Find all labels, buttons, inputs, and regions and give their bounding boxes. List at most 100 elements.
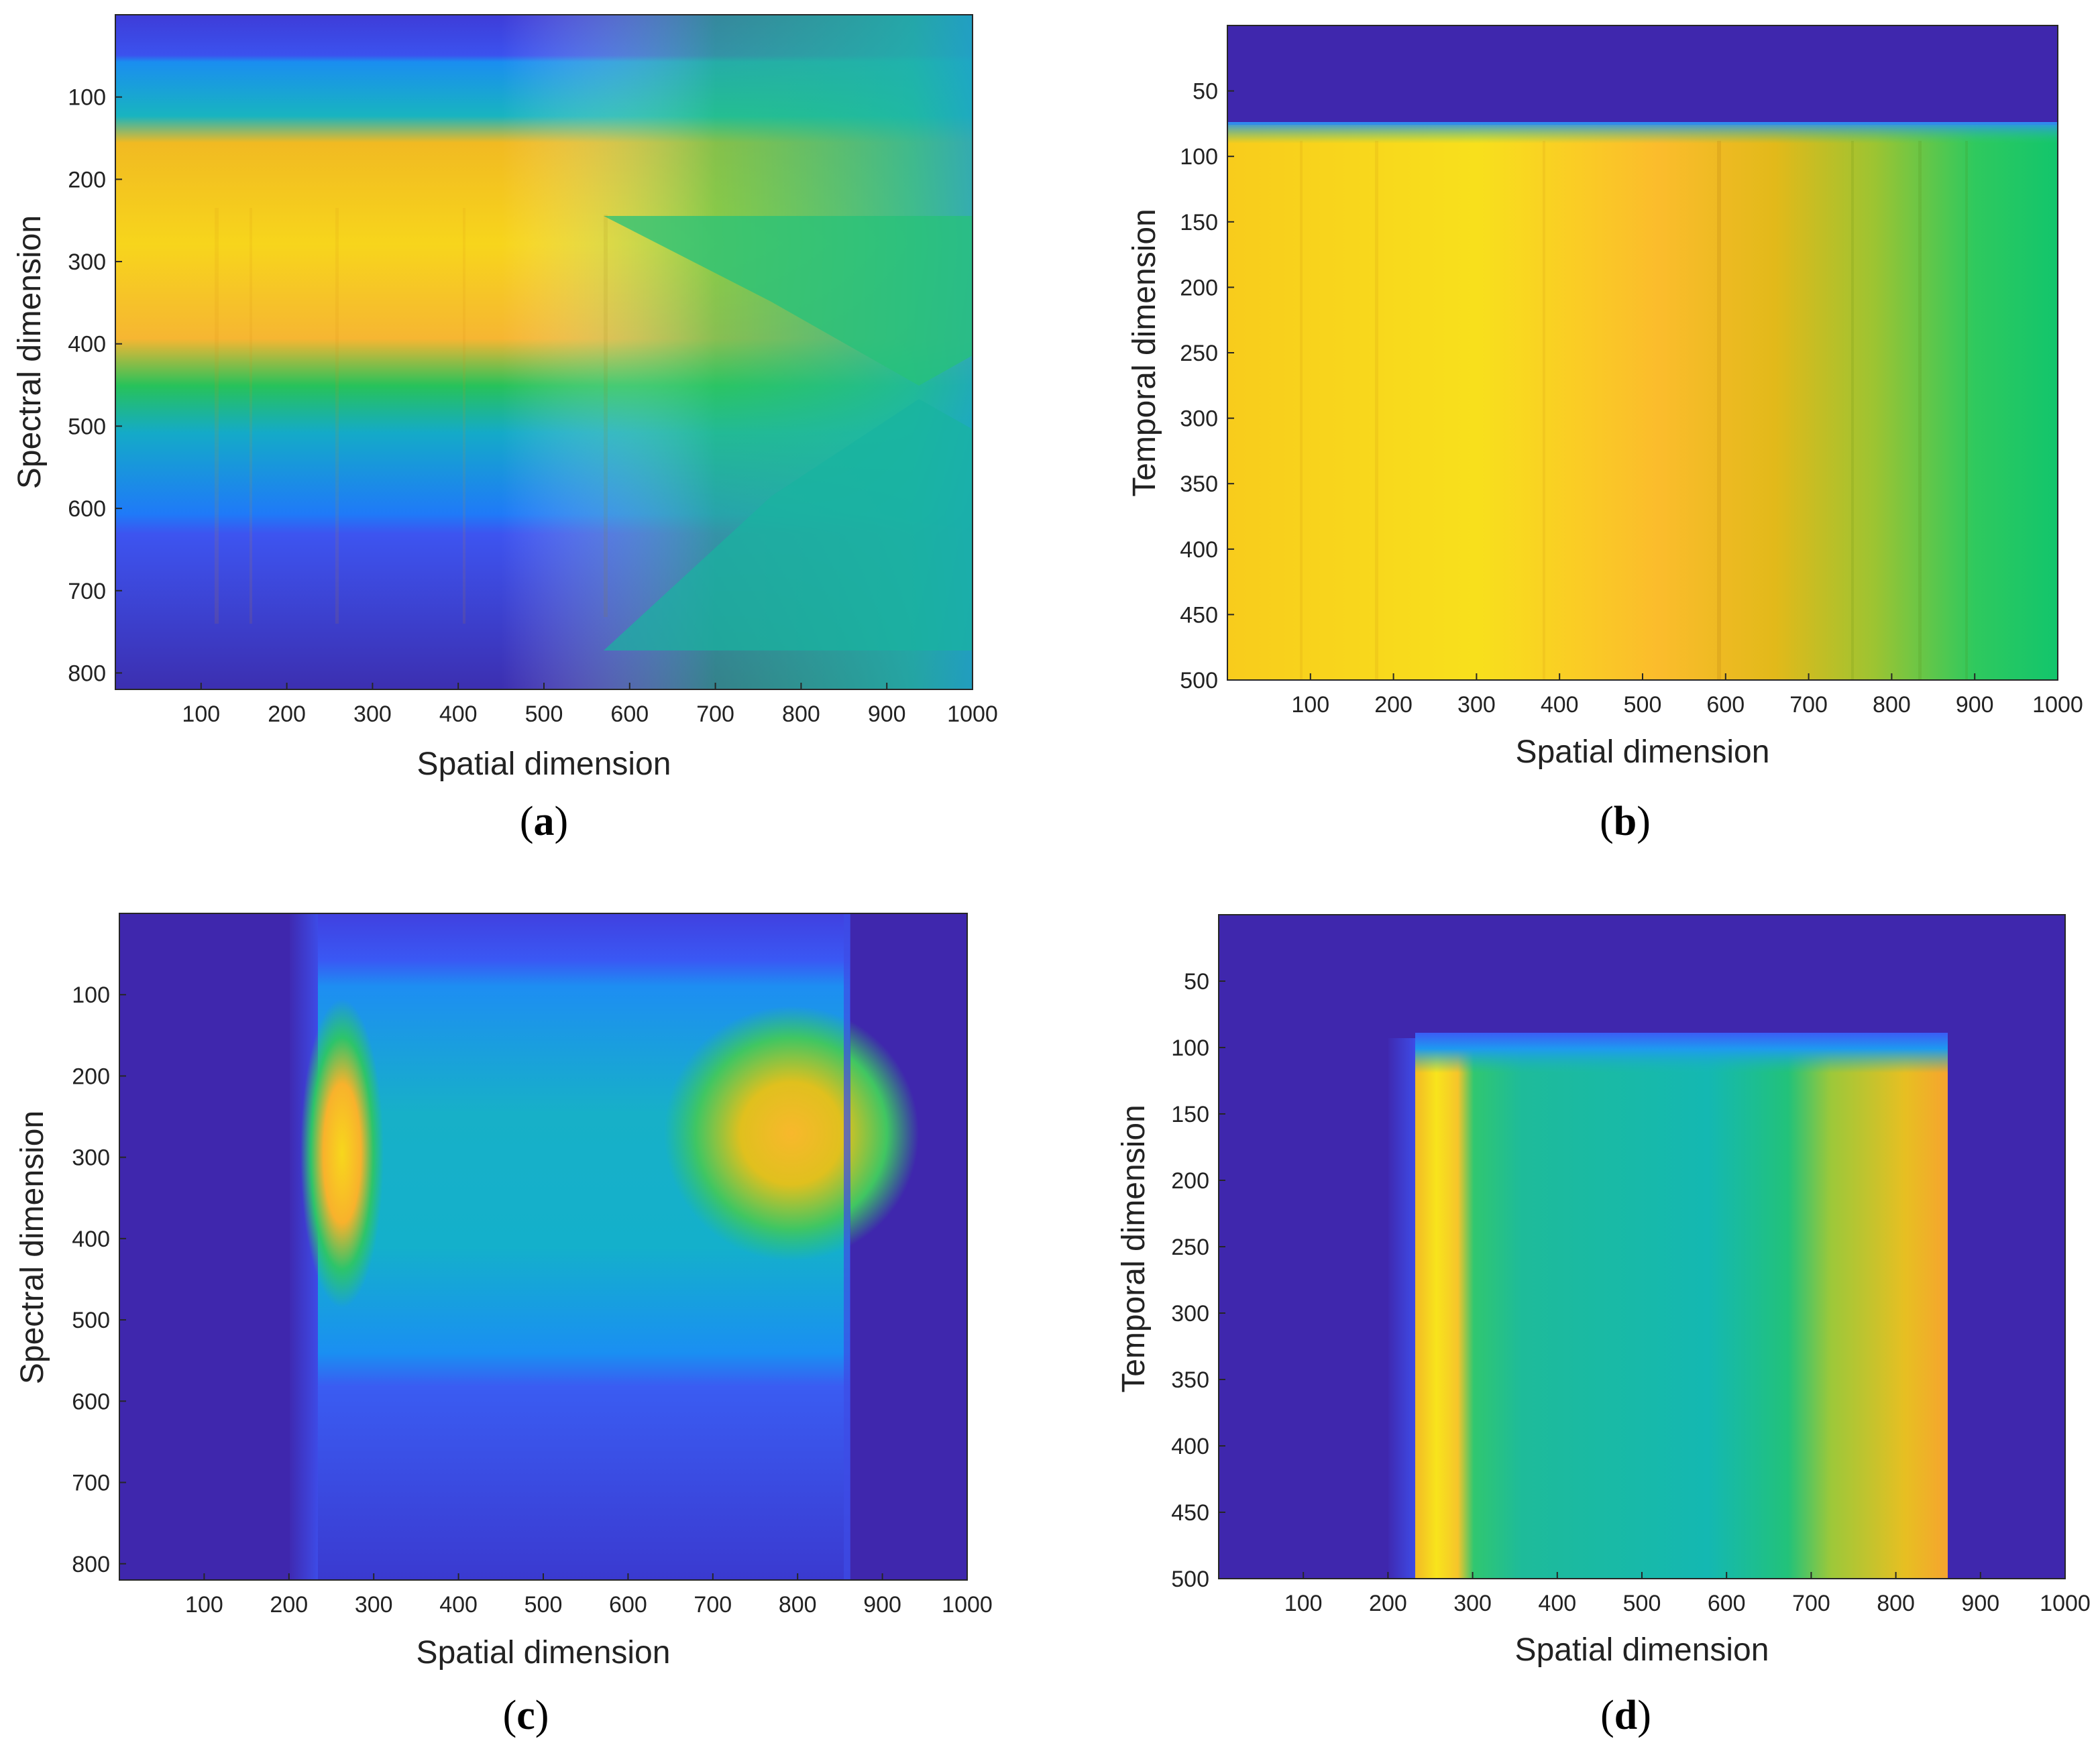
y-tick-label: 400	[68, 332, 106, 357]
caption-a: (a)	[520, 799, 568, 844]
x-tick-label: 100	[185, 1592, 223, 1618]
y-tick-label: 150	[1180, 210, 1218, 235]
y-tick-label: 400	[72, 1227, 110, 1252]
xlabel-a: Spatial dimension	[417, 746, 671, 782]
x-tick-label: 900	[868, 701, 906, 727]
ylabel-d: Temporal dimension	[1116, 1105, 1152, 1393]
y-tick-label: 200	[1180, 275, 1218, 300]
heatmap-b	[1227, 25, 2058, 680]
y-tick-label: 250	[1171, 1235, 1209, 1260]
y-tick-label: 500	[68, 414, 106, 439]
y-tick-label: 500	[72, 1308, 110, 1333]
y-tick-label: 500	[1171, 1567, 1209, 1592]
x-tick-label: 500	[1623, 1591, 1661, 1616]
y-tick-label: 450	[1171, 1500, 1209, 1526]
y-tick-label: 50	[1184, 969, 1209, 995]
x-tick-label: 100	[182, 701, 220, 727]
x-tick-label: 400	[1538, 1591, 1576, 1616]
x-tick-label: 1000	[947, 701, 998, 727]
panel-a: 100 200 300 400 500 600 700 800 900 1000 100 200 30…	[12, 14, 998, 844]
x-tick-label: 600	[1708, 1591, 1746, 1616]
caption-b: (b)	[1600, 799, 1651, 844]
caption-c: (c)	[503, 1693, 549, 1738]
x-tick-label: 800	[1873, 692, 1911, 718]
panel-b: 100 200 300 400 500 600 700 800 900 1000 50 100 150…	[1127, 25, 2083, 844]
heatmap-c	[119, 913, 967, 1580]
heatmap-a	[115, 15, 973, 689]
x-tick-label: 200	[270, 1592, 308, 1618]
x-tick-label: 600	[1706, 692, 1745, 718]
x-tick-label: 1000	[2040, 1591, 2091, 1616]
y-tick-label: 250	[1180, 341, 1218, 366]
x-tick-label: 300	[353, 701, 392, 727]
y-tick-label: 700	[68, 579, 106, 604]
xlabel-d: Spatial dimension	[1515, 1632, 1769, 1668]
y-axis-c: 100 200 300 400 500 600 700 800	[72, 982, 126, 1577]
xlabel-b: Spatial dimension	[1516, 734, 1770, 770]
y-tick-label: 200	[1171, 1168, 1209, 1194]
y-tick-label: 500	[1180, 668, 1218, 693]
heatmap-d	[1219, 915, 2065, 1579]
x-axis-a: 100 200 300 400 500 600 700 800 900 1000	[182, 683, 998, 727]
y-tick-label: 100	[68, 85, 106, 111]
y-tick-label: 400	[1171, 1434, 1209, 1459]
y-tick-label: 350	[1180, 471, 1218, 497]
x-tick-label: 200	[1374, 692, 1413, 718]
x-tick-label: 500	[525, 701, 563, 727]
x-tick-label: 400	[439, 1592, 478, 1618]
x-tick-label: 700	[1789, 692, 1828, 718]
y-tick-label: 800	[72, 1552, 110, 1577]
x-tick-label: 800	[1877, 1591, 1915, 1616]
xlabel-c: Spatial dimension	[417, 1635, 671, 1671]
y-tick-label: 600	[68, 496, 106, 522]
panel-d: 100 200 300 400 500 600 700 800 900 1000 50 100 150…	[1116, 914, 2091, 1738]
x-tick-label: 700	[694, 1592, 732, 1618]
x-axis-b: 100 200 300 400 500 600 700 800 900 1000	[1291, 673, 2083, 718]
y-tick-label: 400	[1180, 537, 1218, 563]
y-tick-label: 100	[72, 982, 110, 1008]
y-tick-label: 450	[1180, 602, 1218, 628]
y-tick-label: 200	[68, 167, 106, 192]
x-tick-label: 1000	[2032, 692, 2083, 718]
x-tick-label: 700	[696, 701, 734, 727]
x-tick-label: 100	[1284, 1591, 1323, 1616]
x-tick-label: 200	[268, 701, 306, 727]
x-axis-d: 100 200 300 400 500 600 700 800 900 1000	[1284, 1572, 2091, 1616]
x-axis-c: 100 200 300 400 500 600 700 800 900 1000	[185, 1573, 993, 1618]
y-tick-label: 150	[1171, 1102, 1209, 1127]
x-tick-label: 400	[439, 701, 478, 727]
y-axis-d: 50 100 150 200 250 300 350 400 450 500	[1171, 969, 1225, 1592]
x-tick-label: 500	[524, 1592, 563, 1618]
y-tick-label: 300	[1180, 406, 1218, 432]
y-tick-label: 300	[1171, 1301, 1209, 1327]
x-tick-label: 900	[1961, 1591, 1999, 1616]
x-tick-label: 1000	[942, 1592, 993, 1618]
x-tick-label: 100	[1291, 692, 1329, 718]
y-tick-label: 300	[68, 249, 106, 275]
x-tick-label: 900	[1956, 692, 1994, 718]
x-tick-label: 700	[1792, 1591, 1830, 1616]
x-tick-label: 300	[355, 1592, 393, 1618]
x-tick-label: 300	[1457, 692, 1496, 718]
y-tick-label: 100	[1171, 1035, 1209, 1061]
ylabel-c: Spectral dimension	[15, 1111, 50, 1384]
x-tick-label: 600	[609, 1592, 647, 1618]
y-tick-label: 350	[1171, 1367, 1209, 1393]
y-tick-label: 300	[72, 1145, 110, 1171]
x-tick-label: 400	[1541, 692, 1579, 718]
x-tick-label: 800	[782, 701, 820, 727]
x-tick-label: 300	[1453, 1591, 1492, 1616]
x-tick-label: 800	[779, 1592, 817, 1618]
y-tick-label: 200	[72, 1064, 110, 1089]
x-tick-label: 900	[863, 1592, 901, 1618]
x-tick-label: 200	[1369, 1591, 1407, 1616]
y-tick-label: 600	[72, 1389, 110, 1414]
y-tick-label: 700	[72, 1471, 110, 1496]
panel-c: 100 200 300 400 500 600 700 800 900 1000 100 200 30…	[15, 913, 993, 1738]
caption-d: (d)	[1600, 1693, 1651, 1738]
y-tick-label: 800	[68, 661, 106, 686]
y-axis-a: 100 200 300 400 500 600 700 800	[68, 85, 122, 686]
y-axis-b: 50 100 150 200 250 300 350 400 450 500	[1180, 79, 1234, 693]
x-tick-label: 600	[610, 701, 649, 727]
